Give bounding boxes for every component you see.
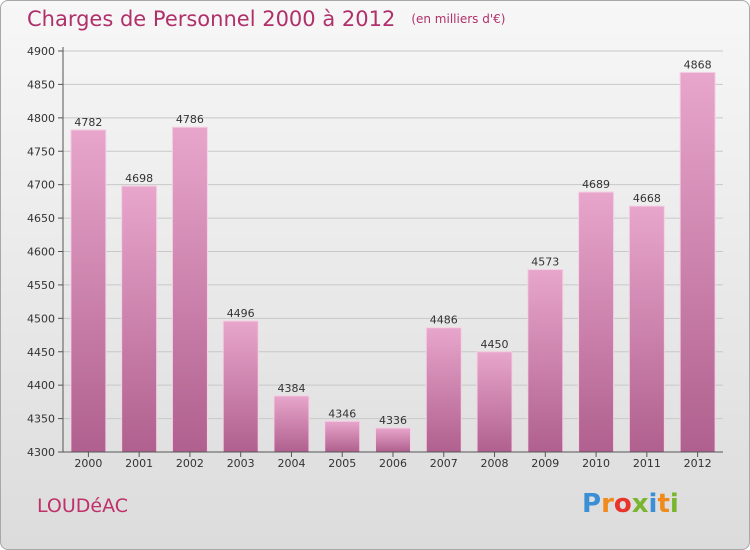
x-tick-label: 2008 <box>481 457 509 470</box>
logo-letter: i <box>648 489 658 519</box>
bar <box>273 395 310 453</box>
bar <box>375 427 411 453</box>
bar <box>121 185 158 453</box>
data-label: 4384 <box>277 382 305 395</box>
x-tick-label: 2001 <box>125 457 153 470</box>
data-label: 4868 <box>684 58 712 71</box>
commune-name: LOUDéAC <box>37 495 129 517</box>
data-label: 4346 <box>328 407 356 420</box>
bar <box>222 320 259 453</box>
y-tick-label: 4750 <box>27 145 55 158</box>
logo-letter: o <box>613 489 632 519</box>
bar <box>476 351 513 453</box>
bar <box>324 420 361 453</box>
y-tick-label: 4500 <box>27 312 55 325</box>
x-tick-label: 2007 <box>430 457 458 470</box>
title-text: Charges de Personnel 2000 à 2012 <box>27 7 396 31</box>
data-label: 4668 <box>633 192 661 205</box>
data-label: 4450 <box>481 338 509 351</box>
y-tick-label: 4650 <box>27 212 55 225</box>
chart-subtitle: (en milliers d'€) <box>411 12 506 26</box>
y-tick-label: 4700 <box>27 179 55 192</box>
bar <box>628 205 665 453</box>
proxiti-logo[interactable]: Proxiti <box>582 489 679 519</box>
y-tick-label: 4400 <box>27 379 55 392</box>
data-label: 4336 <box>379 414 407 427</box>
logo-letter: i <box>669 489 679 519</box>
bar <box>171 126 208 453</box>
logo-letter: t <box>657 489 670 519</box>
x-tick-label: 2002 <box>176 457 204 470</box>
y-tick-label: 4850 <box>27 78 55 91</box>
y-tick-label: 4450 <box>27 346 55 359</box>
x-tick-label: 2011 <box>633 457 661 470</box>
bar <box>527 269 564 453</box>
data-label: 4689 <box>582 178 610 191</box>
y-tick-label: 4300 <box>27 446 55 459</box>
x-tick-label: 2006 <box>379 457 407 470</box>
data-label: 4786 <box>176 113 204 126</box>
logo-letter: r <box>601 489 614 519</box>
bar <box>70 129 107 453</box>
y-tick-label: 4800 <box>27 112 55 125</box>
x-tick-label: 2012 <box>684 457 712 470</box>
x-tick-label: 2000 <box>74 457 102 470</box>
logo-letter: x <box>631 489 649 519</box>
data-label: 4573 <box>531 256 559 269</box>
data-label: 4782 <box>74 116 102 129</box>
bar <box>425 327 462 453</box>
logo-letter: P <box>582 489 602 519</box>
x-tick-label: 2005 <box>328 457 356 470</box>
y-tick-label: 4350 <box>27 413 55 426</box>
y-tick-label: 4550 <box>27 279 55 292</box>
x-tick-label: 2003 <box>227 457 255 470</box>
y-tick-label: 4600 <box>27 246 55 259</box>
x-tick-label: 2004 <box>277 457 305 470</box>
data-label: 4698 <box>125 172 153 185</box>
chart-title: Charges de Personnel 2000 à 2012 (en mill… <box>27 7 505 31</box>
data-label: 4496 <box>227 307 255 320</box>
bar <box>679 71 716 453</box>
bar <box>578 191 615 453</box>
x-tick-label: 2009 <box>531 457 559 470</box>
data-label: 4486 <box>430 314 458 327</box>
x-tick-label: 2010 <box>582 457 610 470</box>
y-tick-label: 4900 <box>27 45 55 58</box>
